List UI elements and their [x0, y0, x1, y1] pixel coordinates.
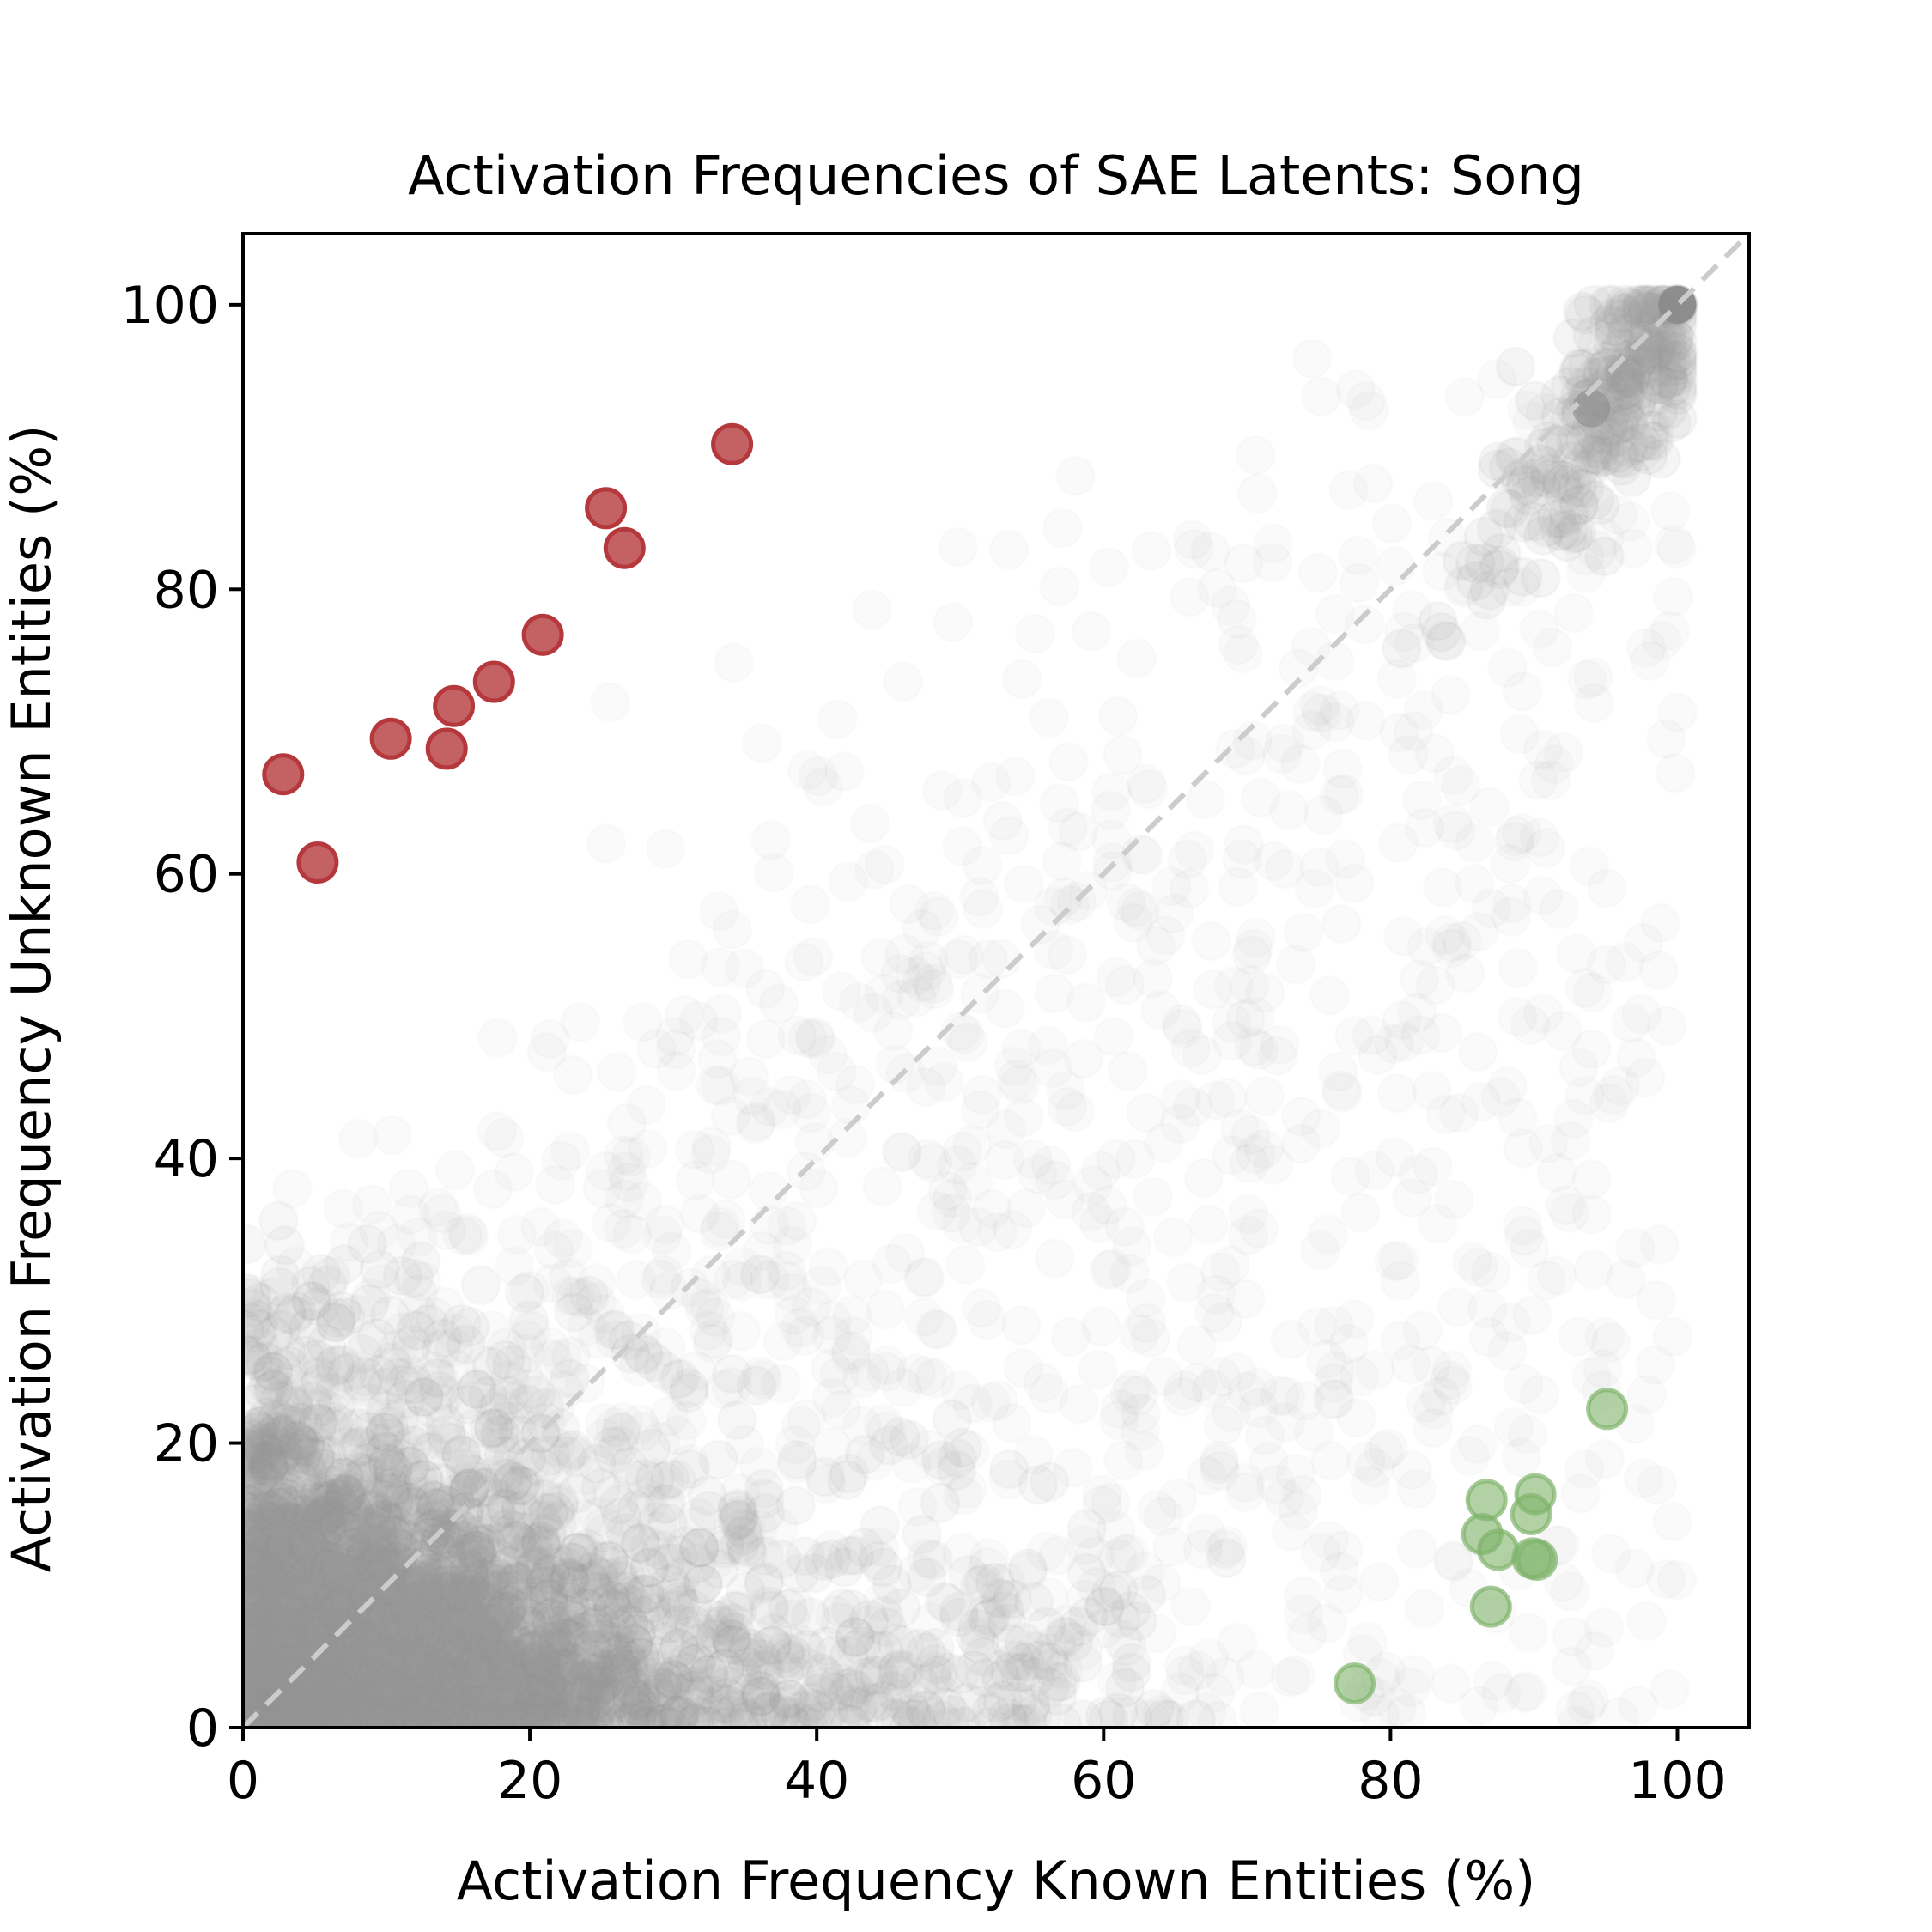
- data-point: [603, 526, 646, 569]
- diagonal-reference-line: [243, 234, 1749, 1728]
- data-point: [1465, 1479, 1508, 1522]
- y-tick-label: 20: [154, 1414, 219, 1474]
- data-point: [711, 422, 754, 465]
- data-point: [1469, 1585, 1512, 1628]
- y-axis: 0 20 40 60 80 100: [120, 276, 243, 1759]
- y-tick-label: 0: [186, 1698, 219, 1759]
- data-point: [1586, 1388, 1629, 1431]
- data-point: [585, 487, 628, 530]
- y-tick-label: 80: [154, 560, 219, 620]
- x-axis: 0 20 40 60 80 100: [227, 1728, 1727, 1811]
- data-point: [296, 841, 339, 884]
- data-point: [369, 717, 412, 760]
- data-point: [1514, 1473, 1557, 1516]
- data-point: [472, 660, 515, 703]
- data-point: [433, 684, 476, 727]
- x-tick-label: 40: [784, 1751, 849, 1811]
- series-known-entity-latents: [1334, 1388, 1629, 1705]
- data-point: [262, 753, 305, 796]
- chart-title: Activation Frequencies of SAE Latents: S…: [408, 144, 1584, 207]
- y-tick-label: 40: [154, 1129, 219, 1189]
- y-tick-label: 60: [154, 845, 219, 905]
- highlighted-points: [262, 422, 1629, 1705]
- data-point: [1477, 1528, 1520, 1571]
- data-point: [1334, 1662, 1376, 1705]
- x-tick-label: 100: [1628, 1751, 1727, 1811]
- plot-area: [241, 232, 1751, 1729]
- x-tick-label: 0: [227, 1751, 259, 1811]
- x-tick-label: 60: [1071, 1751, 1136, 1811]
- data-point: [425, 727, 468, 770]
- x-tick-label: 20: [497, 1751, 562, 1811]
- series-unknown-entity-latents: [262, 422, 754, 884]
- data-point: [521, 613, 564, 656]
- x-tick-label: 80: [1358, 1751, 1423, 1811]
- y-tick-label: 100: [120, 276, 219, 336]
- background-points: [243, 284, 1698, 1728]
- x-axis-label: Activation Frequency Known Entities (%): [457, 1850, 1536, 1912]
- y-axis-label: Activation Frequency Unknown Entities (%…: [0, 425, 63, 1573]
- data-point: [1516, 1539, 1558, 1581]
